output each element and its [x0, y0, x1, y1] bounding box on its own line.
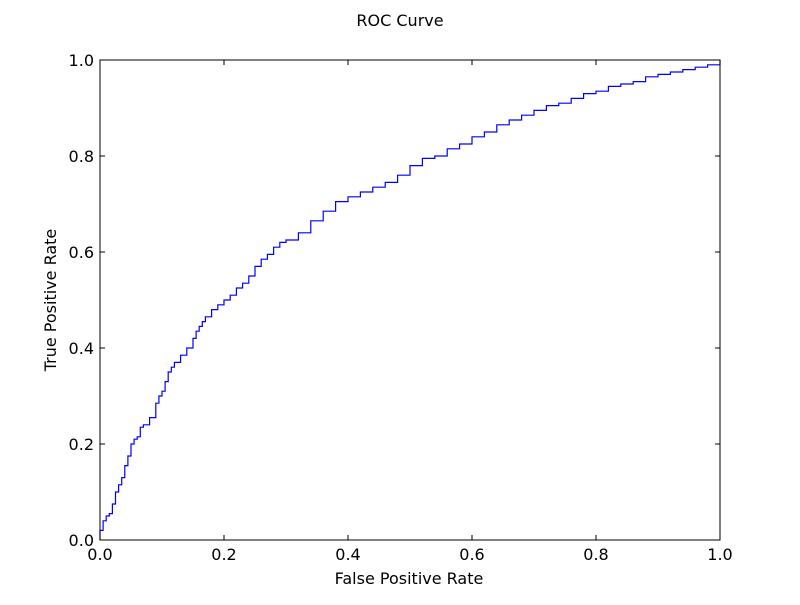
x-tick-label: 0.2 [211, 545, 236, 564]
y-axis-label: True Positive Rate [41, 229, 60, 373]
y-tick-label: 0.6 [69, 243, 94, 262]
x-tick-label: 0.4 [335, 545, 360, 564]
y-tick-label: 1.0 [69, 51, 94, 70]
plot-frame [99, 59, 721, 541]
x-axis-label: False Positive Rate [335, 569, 484, 588]
y-tick-label: 0.0 [69, 531, 94, 550]
x-tick-label: 0.6 [459, 545, 484, 564]
roc-curve-line [99, 60, 721, 540]
chart-title: ROC Curve [356, 11, 443, 30]
y-tick-label: 0.2 [69, 435, 94, 454]
series-layer [99, 60, 721, 540]
ticks-layer: 0.0 0.2 0.4 0.6 0.8 1.0 0.0 0.2 0.4 0.6 0.8 1.0 [69, 51, 733, 564]
y-tick-label: 0.4 [69, 339, 94, 358]
x-tick-label: 0.0 [87, 545, 112, 564]
y-tick-label: 0.8 [69, 147, 94, 166]
x-tick-label: 1.0 [707, 545, 732, 564]
x-tick-label: 0.8 [583, 545, 608, 564]
